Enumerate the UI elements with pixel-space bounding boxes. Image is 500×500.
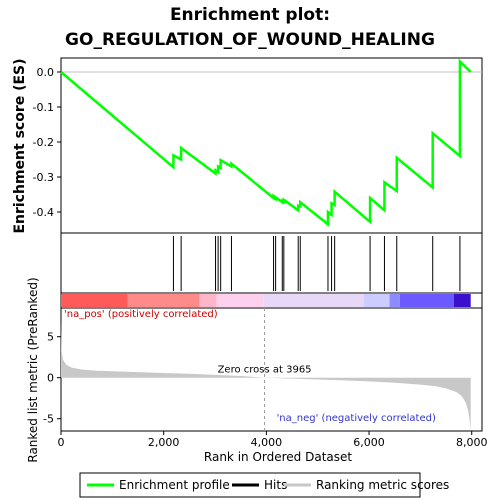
es-y-tick-label: -0.1	[33, 101, 54, 114]
negative-correlation-label: 'na_neg' (negatively correlated)	[277, 413, 436, 424]
metric-y-tick-label: 0	[47, 372, 54, 385]
x-tick-label: 6,000	[353, 436, 385, 449]
es-y-axis-label: Enrichment score (ES)	[12, 58, 28, 233]
es-y-tick-label: -0.3	[33, 171, 54, 184]
heatmap-segments	[61, 294, 471, 307]
heatmap-segment	[453, 294, 471, 307]
x-tick-label: 0	[58, 436, 65, 449]
heatmap-segment	[216, 294, 264, 307]
metric-y-ticks: 5 0 -5	[43, 331, 61, 426]
x-axis-label: Rank in Ordered Dataset	[204, 450, 352, 464]
zero-cross-label: Zero cross at 3965	[218, 365, 312, 376]
x-tick-label: 4,000	[251, 436, 283, 449]
metric-y-tick-label: -5	[43, 413, 54, 426]
legend-frame	[79, 472, 421, 498]
metric-y-axis-label: Ranked list metric (PreRanked)	[26, 277, 40, 462]
metric-panel-frame	[60, 307, 483, 432]
es-y-ticks: 0.0 -0.1 -0.2 -0.3 -0.4	[33, 66, 61, 219]
es-y-tick-label: 0.0	[37, 66, 55, 79]
heatmap-segment	[389, 294, 400, 307]
es-panel: 0.0 -0.1 -0.2 -0.3 -0.4 Enrichment score (ES…	[12, 57, 483, 234]
x-tick-label: 8,000	[456, 436, 488, 449]
legend: Enrichment profile Hits Ranking metric s…	[79, 472, 449, 498]
heatmap-segment	[61, 294, 128, 307]
positive-correlation-label: 'na_pos' (positively correlated)	[64, 309, 218, 320]
ranking-heatmap	[60, 292, 483, 309]
legend-hits-label: Hits	[264, 478, 287, 492]
es-panel-frame	[60, 57, 483, 234]
x-axis-ticks: 0 2,000 4,000 6,000 8,000	[58, 431, 488, 449]
ranked-metric-area	[61, 318, 471, 430]
es-y-tick-label: -0.4	[33, 206, 54, 219]
heatmap-segment	[363, 294, 390, 307]
x-tick-label: 2,000	[148, 436, 180, 449]
legend-profile-label: Enrichment profile	[119, 478, 230, 492]
hits-panel	[60, 232, 483, 294]
chart-title-line2: GO_REGULATION_OF_WOUND_HEALING	[65, 30, 435, 50]
metric-y-tick-label: 5	[47, 331, 54, 344]
heatmap-segment	[127, 294, 200, 307]
legend-metric-label: Ranking metric scores	[316, 478, 449, 492]
heatmap-segment	[399, 294, 454, 307]
enrichment-profile-line	[60, 58, 472, 227]
hit-lines	[172, 236, 461, 291]
hits-panel-frame	[60, 232, 483, 294]
heatmap-segment	[199, 294, 217, 307]
heatmap-segment	[263, 294, 364, 307]
es-y-tick-label: -0.2	[33, 136, 54, 149]
chart-title-line1: Enrichment plot:	[170, 5, 330, 25]
metric-panel: Zero cross at 3965 'na_pos' (positively …	[26, 277, 483, 463]
